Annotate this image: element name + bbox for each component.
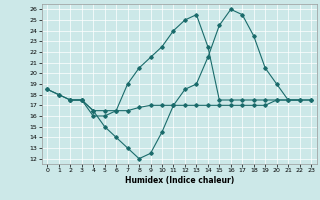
X-axis label: Humidex (Indice chaleur): Humidex (Indice chaleur) — [124, 176, 234, 185]
